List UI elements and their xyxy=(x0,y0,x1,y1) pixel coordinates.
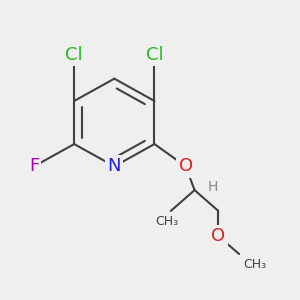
Text: O: O xyxy=(211,227,225,245)
Text: Cl: Cl xyxy=(65,46,83,64)
Text: O: O xyxy=(178,157,193,175)
Text: CH₃: CH₃ xyxy=(155,215,178,228)
Text: Cl: Cl xyxy=(146,46,163,64)
Text: CH₃: CH₃ xyxy=(244,258,267,271)
Text: F: F xyxy=(29,157,39,175)
Text: H: H xyxy=(208,180,218,194)
Text: N: N xyxy=(108,157,121,175)
